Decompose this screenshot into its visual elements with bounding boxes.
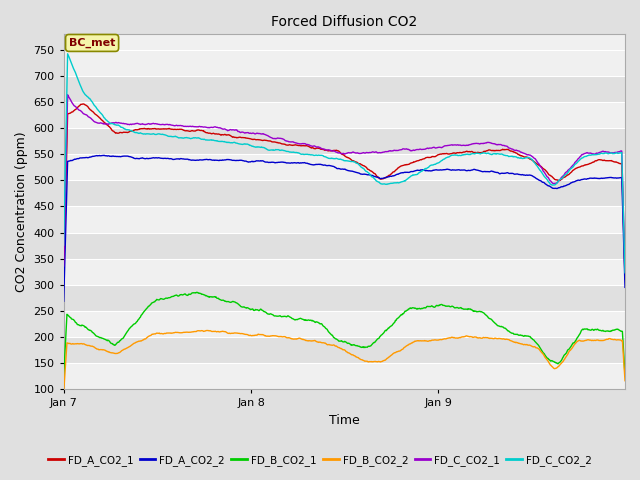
Y-axis label: CO2 Concentration (ppm): CO2 Concentration (ppm)	[15, 132, 28, 292]
Legend: FD_A_CO2_1, FD_A_CO2_2, FD_B_CO2_1, FD_B_CO2_2, FD_C_CO2_1, FD_C_CO2_2: FD_A_CO2_1, FD_A_CO2_2, FD_B_CO2_1, FD_B…	[44, 451, 596, 470]
Bar	[64, 337, 625, 363]
Bar	[64, 76, 625, 102]
Bar	[64, 232, 625, 259]
Bar	[64, 259, 625, 285]
X-axis label: Time: Time	[329, 414, 360, 427]
Bar	[64, 180, 625, 206]
Bar	[64, 363, 625, 389]
Bar	[64, 154, 625, 180]
Bar	[64, 128, 625, 154]
Bar	[64, 102, 625, 128]
Title: Forced Diffusion CO2: Forced Diffusion CO2	[271, 15, 417, 29]
Bar	[64, 206, 625, 232]
Bar	[64, 50, 625, 76]
Bar	[64, 311, 625, 337]
Bar	[64, 285, 625, 311]
Text: BC_met: BC_met	[69, 38, 115, 48]
